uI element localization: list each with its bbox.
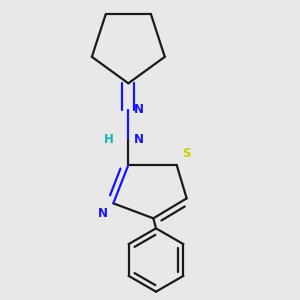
Text: N: N — [134, 134, 144, 146]
Text: N: N — [134, 103, 144, 116]
Text: H: H — [103, 134, 113, 146]
Text: S: S — [182, 147, 190, 160]
Text: N: N — [98, 207, 108, 220]
